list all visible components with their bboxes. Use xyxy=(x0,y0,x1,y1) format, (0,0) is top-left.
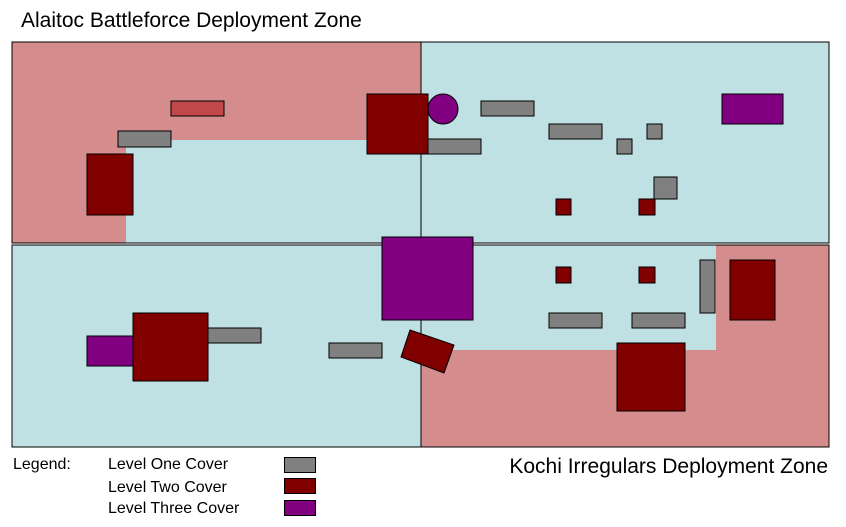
level-two-cover xyxy=(638,266,656,284)
level-one-cover xyxy=(699,259,716,314)
level-three-cover xyxy=(427,93,459,125)
level-three-cover xyxy=(381,236,474,321)
legend-heading: Legend: xyxy=(13,456,71,473)
level-one-cover xyxy=(616,138,633,155)
level-one-cover xyxy=(480,100,535,117)
level-two-cover xyxy=(555,198,572,216)
level-two-cover xyxy=(86,153,134,216)
level-three-cover xyxy=(86,335,134,367)
level-two-cover xyxy=(555,266,572,284)
legend-label-level-three: Level Three Cover xyxy=(108,500,240,517)
level-one-cover xyxy=(653,176,678,200)
level-one-cover xyxy=(548,123,603,140)
level-two-cover xyxy=(638,198,656,216)
level-two-cover xyxy=(366,93,429,155)
legend-swatch-level-three xyxy=(284,500,316,516)
level-one-cover xyxy=(646,123,663,140)
level-three-cover xyxy=(721,93,784,125)
level-one-cover xyxy=(328,342,383,359)
level-one-cover xyxy=(427,138,482,155)
level-two-cover xyxy=(400,329,455,374)
kochi-deployment-zone xyxy=(421,245,829,447)
level-one-cover xyxy=(548,312,603,329)
level-two-cover xyxy=(616,342,686,412)
level-one-cover xyxy=(207,327,262,344)
level-one-cover xyxy=(631,312,686,329)
ruined-cover xyxy=(170,100,225,117)
legend-swatch-level-one xyxy=(284,457,316,473)
level-one-cover xyxy=(117,130,172,148)
legend-label-level-one: Level One Cover xyxy=(108,456,229,473)
bottom-deployment-zone-title: Kochi Irregulars Deployment Zone xyxy=(509,455,828,478)
top-deployment-zone-title: Alaitoc Battleforce Deployment Zone xyxy=(21,9,362,32)
legend-label-level-two: Level Two Cover xyxy=(108,479,227,496)
legend-swatch-level-two xyxy=(284,478,316,494)
level-two-cover xyxy=(132,312,209,382)
level-two-cover xyxy=(729,259,776,321)
